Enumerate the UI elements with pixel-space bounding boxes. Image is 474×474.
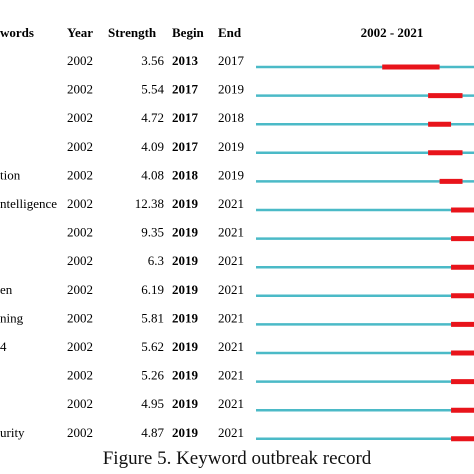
strength-value: 6.19	[141, 282, 164, 297]
burst-rows: 2002 3.56 2013 2017 2002 5.54 2017 2019 2002 4.72…	[0, 53, 474, 442]
year-value: 2002	[67, 339, 93, 354]
strength-value: 5.26	[141, 368, 164, 383]
end-value: 2021	[218, 396, 244, 411]
end-value: 2017	[218, 53, 245, 68]
table-row: 2002 5.26 2019 2021	[67, 368, 474, 385]
end-value: 2021	[218, 225, 244, 240]
end-value: 2021	[218, 282, 244, 297]
table-row: ntelligence 2002 12.38 2019 2021	[0, 196, 474, 213]
year-value: 2002	[67, 196, 93, 211]
table-row: 2002 5.54 2017 2019	[67, 82, 474, 99]
begin-value: 2019	[172, 339, 199, 354]
begin-value: 2019	[172, 225, 199, 240]
year-value: 2002	[67, 310, 93, 325]
end-value: 2021	[218, 368, 244, 383]
end-value: 2019	[218, 139, 244, 154]
header-begin: Begin	[172, 25, 205, 40]
end-value: 2021	[218, 425, 244, 440]
table-row: en 2002 6.19 2019 2021	[0, 282, 474, 299]
year-value: 2002	[67, 139, 93, 154]
keyword-label: en	[0, 282, 13, 297]
keyword-label: 4	[0, 339, 7, 354]
year-value: 2002	[67, 368, 93, 383]
begin-value: 2019	[172, 196, 199, 211]
year-value: 2002	[67, 53, 93, 68]
end-value: 2021	[218, 339, 244, 354]
begin-value: 2017	[172, 139, 199, 154]
begin-value: 2019	[172, 396, 199, 411]
strength-value: 5.62	[141, 339, 164, 354]
begin-value: 2019	[172, 310, 199, 325]
year-value: 2002	[67, 110, 93, 125]
header-year: Year	[67, 25, 93, 40]
strength-value: 4.72	[141, 110, 164, 125]
header-strength: Strength	[108, 25, 157, 40]
keyword-label: urity	[0, 425, 25, 440]
begin-value: 2019	[172, 253, 199, 268]
year-value: 2002	[67, 225, 93, 240]
table-row: 2002 9.35 2019 2021	[67, 225, 474, 242]
year-value: 2002	[67, 282, 93, 297]
strength-value: 12.38	[135, 196, 164, 211]
year-value: 2002	[67, 253, 93, 268]
strength-value: 5.81	[141, 310, 164, 325]
begin-value: 2017	[172, 110, 199, 125]
year-value: 2002	[67, 167, 93, 182]
begin-value: 2017	[172, 82, 199, 97]
header-range: 2002 - 2021	[361, 25, 424, 40]
year-value: 2002	[67, 396, 93, 411]
strength-value: 4.95	[141, 396, 164, 411]
keyword-label: ning	[0, 310, 24, 325]
header-keywords: words	[0, 25, 34, 40]
strength-value: 3.56	[141, 53, 164, 68]
table-row: 2002 6.3 2019 2021	[67, 253, 474, 270]
begin-value: 2018	[172, 167, 199, 182]
end-value: 2019	[218, 82, 244, 97]
begin-value: 2019	[172, 282, 199, 297]
table-row: tion 2002 4.08 2018 2019	[0, 167, 474, 184]
end-value: 2019	[218, 167, 244, 182]
end-value: 2018	[218, 110, 244, 125]
table-row: 4 2002 5.62 2019 2021	[0, 339, 474, 356]
figure-caption: Figure 5. Keyword outbreak record	[102, 448, 372, 469]
end-value: 2021	[218, 253, 244, 268]
table-row: urity 2002 4.87 2019 2021	[0, 425, 474, 442]
strength-value: 5.54	[141, 82, 164, 97]
year-value: 2002	[67, 425, 93, 440]
year-value: 2002	[67, 82, 93, 97]
begin-value: 2019	[172, 425, 199, 440]
table-row: 2002 4.95 2019 2021	[67, 396, 474, 413]
strength-value: 6.3	[148, 253, 164, 268]
end-value: 2021	[218, 196, 244, 211]
strength-value: 4.87	[141, 425, 164, 440]
table-row: ning 2002 5.81 2019 2021	[0, 310, 474, 327]
strength-value: 4.08	[141, 167, 164, 182]
strength-value: 4.09	[141, 139, 164, 154]
strength-value: 9.35	[141, 225, 164, 240]
table-row: 2002 4.72 2017 2018	[67, 110, 474, 127]
table-row: 2002 3.56 2013 2017	[67, 53, 474, 70]
header-row: words Year Strength Begin End 2002 - 202…	[0, 25, 423, 40]
begin-value: 2019	[172, 368, 199, 383]
begin-value: 2013	[172, 53, 199, 68]
keyword-label: ntelligence	[0, 196, 57, 211]
keyword-label: tion	[0, 167, 21, 182]
end-value: 2021	[218, 310, 244, 325]
header-end: End	[218, 25, 242, 40]
table-row: 2002 4.09 2017 2019	[67, 139, 474, 156]
